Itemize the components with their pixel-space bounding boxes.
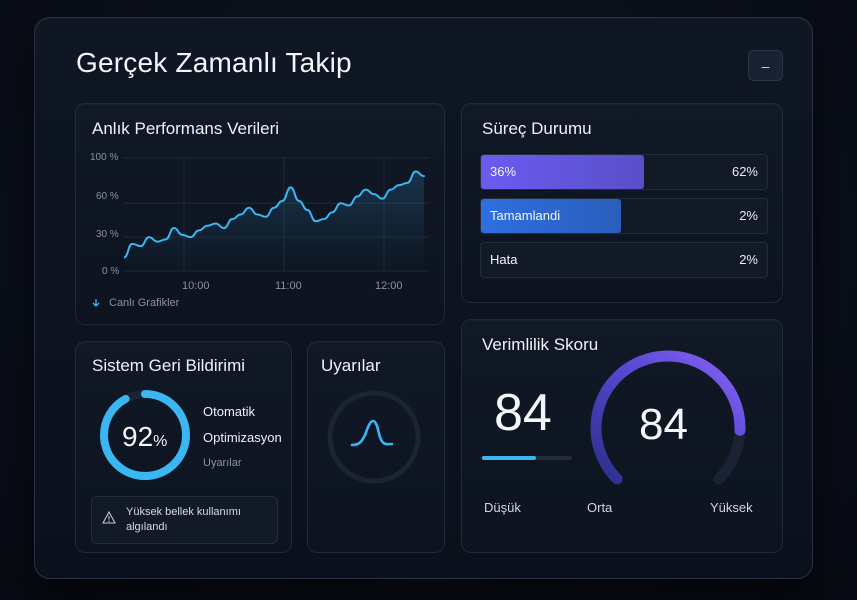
series-line xyxy=(124,170,425,259)
gauge-value: 92% xyxy=(122,421,167,453)
feedback-line1: Otomatik xyxy=(203,404,256,419)
feedback-line2: Optimizasyon xyxy=(203,430,282,445)
gauge-unit: % xyxy=(153,433,168,450)
label-high: Yüksek xyxy=(710,500,753,515)
y-tick-label: 30 % xyxy=(96,229,119,240)
legend-label: Canlı Grafikler xyxy=(109,297,180,309)
bar-percent: 2% xyxy=(739,208,758,223)
page-title: Gerçek Zamanlı Takip xyxy=(76,47,352,78)
x-tick-label: 10:00 xyxy=(182,280,210,292)
score-progress-fill xyxy=(482,456,536,460)
bar-percent: 2% xyxy=(739,252,758,267)
minimize-button[interactable]: – xyxy=(748,50,783,81)
bar-label: Hata xyxy=(490,252,518,267)
label-mid: Orta xyxy=(587,500,613,515)
score-left: 84 xyxy=(494,384,552,442)
gauge-number: 92 xyxy=(122,421,154,452)
y-tick-label: 100 % xyxy=(90,152,119,163)
bar-percent: 62% xyxy=(731,164,758,179)
label-low: Düşük xyxy=(484,500,521,515)
feedback-line3: Uyarılar xyxy=(203,457,242,469)
performance-title: Anlık Performans Verileri xyxy=(92,119,280,138)
feedback-gauge xyxy=(100,390,190,480)
feedback-title: Sistem Geri Bildirimi xyxy=(92,356,246,375)
warning-icon xyxy=(102,511,116,524)
efficiency-gauge xyxy=(590,350,746,485)
y-tick-label: 0 % xyxy=(102,266,120,277)
process-bar-row[interactable]: 36% 62% xyxy=(480,154,768,190)
x-tick-label: 12:00 xyxy=(375,280,403,292)
efficiency-title: Verimlilik Skoru xyxy=(482,335,599,354)
process-title: Süreç Durumu xyxy=(482,119,592,138)
score-center: 84 xyxy=(639,400,688,449)
alert-box[interactable]: Yüksek bellek kullanımı algılandı xyxy=(91,496,278,544)
process-bar-row[interactable]: Hata 2% xyxy=(480,242,768,278)
x-tick-label: 11:00 xyxy=(275,280,302,292)
process-bar-row[interactable]: Tamamlandi 2% xyxy=(480,198,768,234)
score-progress-track xyxy=(482,456,572,460)
pulse-icon xyxy=(327,390,421,484)
alert-text: Yüksek bellek kullanımı algılandı xyxy=(126,506,241,533)
alerts-title: Uyarılar xyxy=(321,356,381,375)
progress-fill xyxy=(481,199,622,233)
arrow-down-icon xyxy=(92,299,100,307)
y-tick-label: 60 % xyxy=(96,191,119,202)
series-area xyxy=(124,171,424,271)
bar-label: 36% xyxy=(490,164,517,179)
performance-line-chart xyxy=(124,156,429,272)
bar-label: Tamamlandi xyxy=(490,208,561,223)
progress-fill xyxy=(481,155,645,189)
efficiency-card xyxy=(461,319,783,553)
